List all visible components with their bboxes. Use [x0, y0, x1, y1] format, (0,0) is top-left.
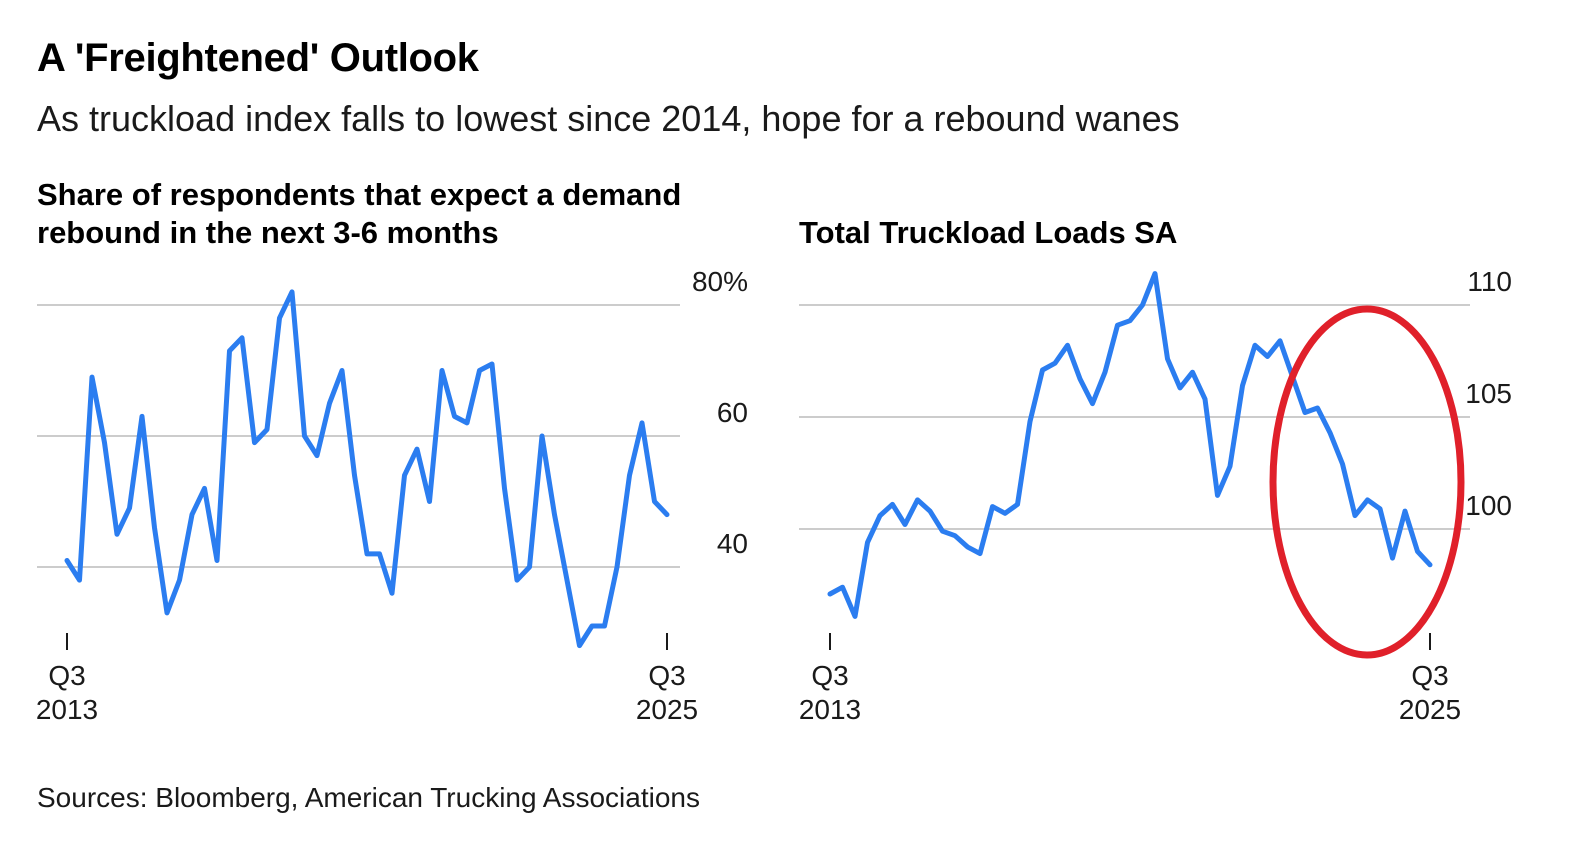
- y-tick-label: 60: [717, 397, 748, 428]
- y-tick-label: 105: [1465, 378, 1512, 409]
- series-line: [827, 271, 1433, 619]
- y-tick-label: 110: [1467, 266, 1512, 297]
- x-tick-label: 2025: [636, 694, 698, 725]
- source-note: Sources: Bloomberg, American Trucking As…: [37, 782, 700, 813]
- x-tick-label: Q3: [648, 660, 685, 691]
- left-chart-title: Share of respondents that expect a deman…: [37, 177, 682, 250]
- x-tick-label: Q3: [48, 660, 85, 691]
- y-tick-label: 100: [1465, 490, 1512, 521]
- x-tick-label: 2013: [799, 694, 861, 725]
- page-subtitle: As truckload index falls to lowest since…: [37, 98, 1180, 139]
- page-title: A 'Freightened' Outlook: [37, 36, 479, 80]
- y-tick-label: 40: [717, 528, 748, 559]
- x-tick-label: 2025: [1399, 694, 1461, 725]
- x-tick-label: Q3: [811, 660, 848, 691]
- x-tick-label: 2013: [36, 694, 98, 725]
- y-tick-label: 80%: [692, 266, 748, 297]
- series-line: [64, 289, 670, 649]
- right-chart-title: Total Truckload Loads SA: [799, 215, 1178, 250]
- x-tick-label: Q3: [1411, 660, 1448, 691]
- highlight-ellipse: [1269, 305, 1465, 659]
